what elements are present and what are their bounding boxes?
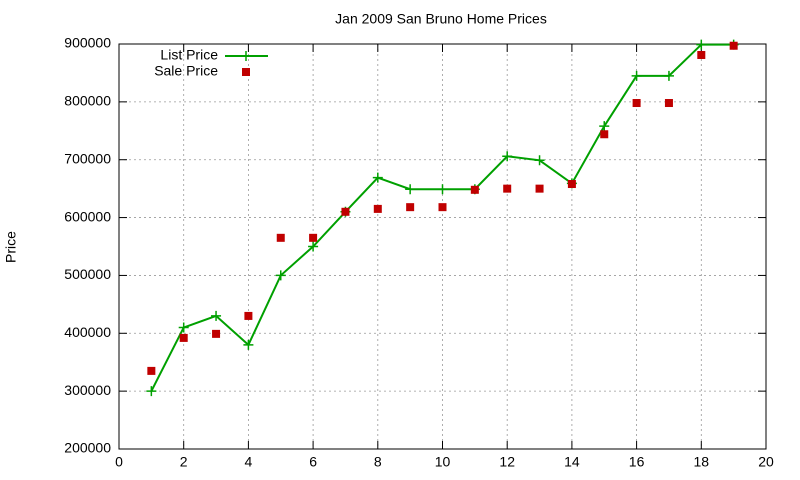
- x-tick-label: 0: [115, 454, 123, 470]
- point: [600, 130, 609, 139]
- y-axis-label: Price: [3, 231, 19, 263]
- point: [244, 311, 253, 320]
- point: [146, 386, 157, 397]
- x-tick-label: 4: [245, 454, 253, 470]
- point: [437, 184, 448, 195]
- x-tick-label: 20: [758, 454, 774, 470]
- point: [631, 70, 642, 81]
- legend-marker: [241, 51, 251, 61]
- legend-marker: [242, 68, 250, 76]
- point: [308, 241, 319, 252]
- point: [243, 339, 254, 350]
- y-tick-label: 200000: [64, 440, 111, 456]
- x-tick-label: 12: [499, 454, 515, 470]
- point: [729, 41, 738, 50]
- point: [632, 99, 641, 108]
- point: [405, 184, 416, 195]
- point: [179, 333, 188, 342]
- y-tick-label: 500000: [64, 266, 111, 282]
- x-tick-label: 16: [629, 454, 645, 470]
- point: [599, 121, 610, 132]
- legend-label: Sale Price: [154, 63, 218, 79]
- y-tick-label: 400000: [64, 324, 111, 340]
- point: [438, 203, 447, 212]
- point: [534, 155, 545, 166]
- plot-border: [118, 43, 767, 450]
- point: [567, 180, 576, 189]
- x-tick-label: 10: [435, 454, 451, 470]
- point: [212, 329, 221, 338]
- point: [663, 70, 674, 81]
- point: [147, 366, 156, 375]
- chart-title: Jan 2009 San Bruno Home Prices: [335, 11, 547, 27]
- y-tick-label: 800000: [64, 93, 111, 109]
- point: [373, 204, 382, 213]
- point: [664, 99, 673, 108]
- legend-label: List Price: [160, 47, 218, 63]
- point: [697, 50, 706, 59]
- y-tick-label: 900000: [64, 35, 111, 51]
- y-tick-label: 700000: [64, 150, 111, 166]
- point: [503, 184, 512, 193]
- x-tick-label: 14: [564, 454, 580, 470]
- point: [309, 233, 318, 242]
- point: [696, 39, 707, 50]
- point: [470, 185, 479, 194]
- x-tick-label: 2: [180, 454, 188, 470]
- point: [211, 310, 222, 321]
- point: [502, 151, 513, 162]
- point: [275, 270, 286, 281]
- point: [535, 184, 544, 193]
- x-tick-label: 6: [309, 454, 317, 470]
- y-tick-label: 300000: [64, 382, 111, 398]
- x-tick-label: 18: [694, 454, 710, 470]
- x-tick-label: 8: [374, 454, 382, 470]
- point: [406, 203, 415, 212]
- point: [276, 233, 285, 242]
- y-tick-label: 600000: [64, 208, 111, 224]
- point: [372, 172, 383, 183]
- point: [178, 322, 189, 333]
- point: [341, 207, 350, 216]
